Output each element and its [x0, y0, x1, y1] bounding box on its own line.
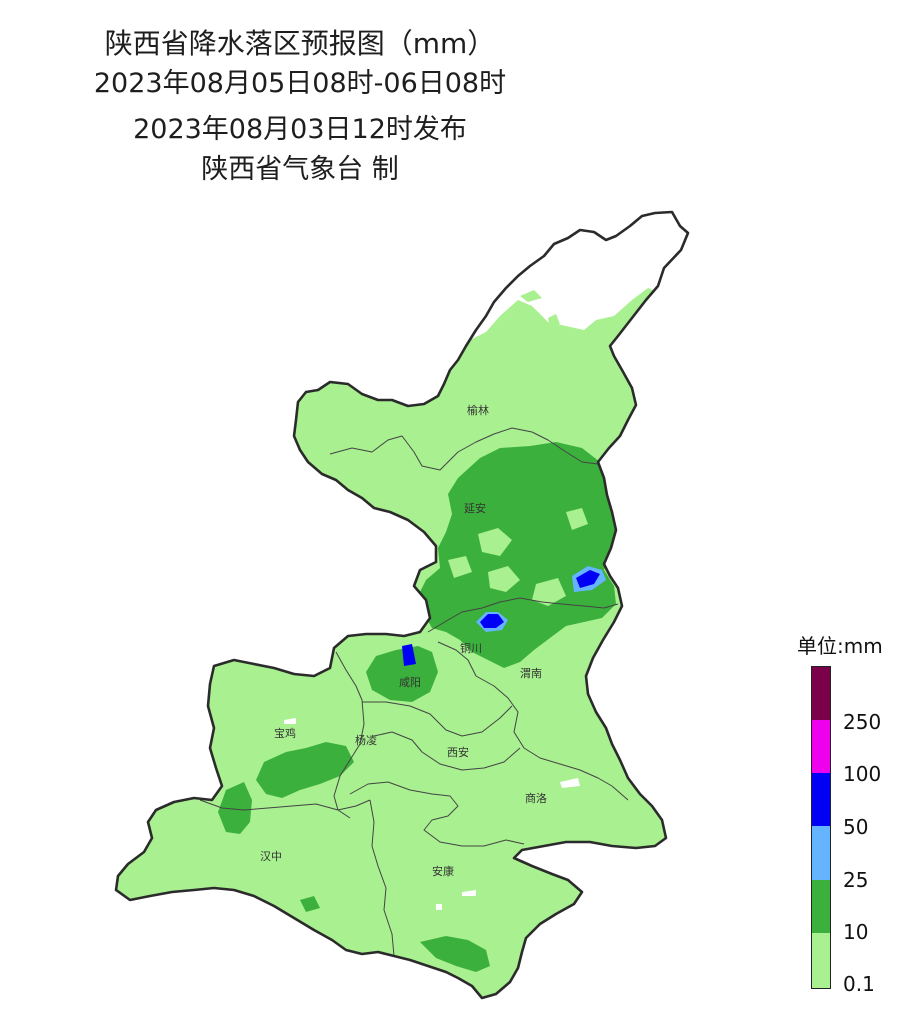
legend-tick-100: 100 [843, 762, 882, 786]
city-label-tongchuan: 铜川 [460, 641, 482, 655]
precip-legend: 单位:mm 250 100 50 25 10 0.1 [797, 630, 897, 1000]
province-border [114, 210, 690, 1000]
legend-unit-label: 单位:mm [797, 634, 883, 658]
city-label-xianyang: 咸阳 [399, 676, 421, 689]
city-label-ankang: 安康 [432, 864, 454, 878]
map-title: 陕西省降水落区预报图（mm） [104, 27, 496, 60]
legend-tick-50: 50 [843, 815, 869, 839]
bin-25-100-area [402, 566, 606, 666]
city-boundaries [199, 427, 629, 957]
light-rain-holes [448, 508, 588, 606]
city-label-baoji: 宝鸡 [274, 726, 296, 740]
city-labels: 榆林 延安 铜川 渭南 咸阳 宝鸡 杨凌 西安 商洛 汉中 安康 [260, 403, 547, 878]
map-title-block: 陕西省降水落区预报图（mm） 2023年08月05日08时-06日08时 202… [40, 24, 560, 190]
city-label-xian: 西安 [447, 745, 469, 759]
city-label-yulin: 榆林 [467, 403, 489, 417]
legend-tick-0p1: 0.1 [843, 972, 875, 996]
legend-tick-250: 250 [843, 710, 882, 734]
legend-swatch-50-100 [811, 773, 831, 826]
legend-swatch-250-plus [811, 666, 831, 720]
city-label-yangling: 杨凌 [355, 733, 377, 747]
legend-swatch-100-250 [811, 720, 831, 773]
bin-10-25-area [218, 442, 616, 972]
no-precip-area-north [450, 212, 688, 342]
issue-time: 2023年08月03日12时发布 [133, 114, 467, 145]
city-label-yanan: 延安 [464, 501, 486, 515]
city-label-weinan: 渭南 [520, 667, 542, 680]
producer: 陕西省气象台 制 [201, 154, 399, 185]
valid-period: 2023年08月05日08时-06日08时 [93, 68, 507, 99]
no-precip-spots [284, 718, 580, 910]
city-label-hanzhong: 汉中 [260, 850, 282, 863]
legend-tick-25: 25 [843, 868, 869, 892]
legend-swatch-10-25 [811, 880, 831, 933]
precip-fill-layer [116, 212, 688, 998]
legend-swatch-0p1-10 [811, 933, 831, 989]
legend-swatch-25-50 [811, 826, 831, 880]
city-label-shangluo: 商洛 [525, 791, 547, 805]
legend-tick-10: 10 [843, 920, 869, 944]
